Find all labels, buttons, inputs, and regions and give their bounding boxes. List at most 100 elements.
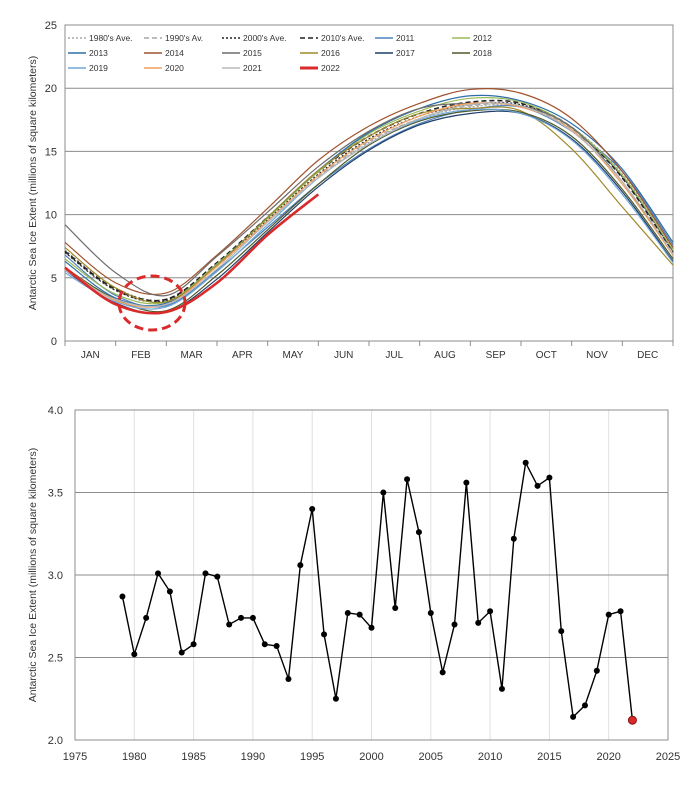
data-point-2022: [627, 715, 637, 725]
data-point-2012: [510, 535, 517, 542]
data-point-2005: [427, 609, 434, 616]
x-tick-label: JAN: [81, 350, 100, 361]
data-point-2003: [404, 476, 411, 483]
legend-label: 2015: [243, 48, 262, 58]
data-point-1999: [356, 611, 363, 618]
data-point-2017: [570, 713, 577, 720]
data-point-2018: [581, 702, 588, 709]
x-tick-label: SEP: [486, 350, 506, 361]
y-axis-label: Antarctic Sea Ice Extent (millions of sq…: [27, 56, 39, 310]
data-point-2015: [546, 474, 553, 481]
series-line: [121, 460, 634, 721]
data-point-1996: [321, 631, 328, 638]
y-tick-label: 4.0: [48, 405, 63, 417]
x-tick-label: APR: [232, 350, 253, 361]
data-point-2001: [380, 489, 387, 496]
x-tick-label: JUL: [385, 350, 403, 361]
x-tick-label: JUN: [334, 350, 353, 361]
data-point-1987: [214, 573, 221, 580]
data-point-2007: [451, 621, 458, 628]
data-point-2002: [392, 605, 399, 611]
x-tick-label: 2020: [596, 751, 620, 763]
data-point-2006: [439, 669, 446, 676]
legend-label: 2010's Ave.: [321, 33, 365, 43]
x-tick-label: 2015: [537, 751, 561, 763]
data-point-2010: [487, 608, 494, 615]
data-point-1991: [261, 641, 268, 648]
data-point-1981: [143, 614, 150, 621]
y-axis-label: Antarctic Sea Ice Extent (millions of sq…: [27, 448, 39, 702]
x-tick-label: 1995: [300, 751, 324, 763]
y-tick-label: 3.0: [48, 570, 63, 582]
series-line-2014: [64, 88, 674, 296]
legend-label: 2000's Ave.: [243, 33, 287, 43]
x-tick-label: MAR: [181, 350, 203, 361]
x-tick-label: 1980: [122, 751, 146, 763]
data-point-2020: [605, 611, 612, 618]
data-point-1984: [178, 649, 185, 656]
legend-label: 2019: [89, 63, 108, 73]
x-tick-label: DEC: [637, 350, 658, 361]
y-tick-label: 5: [51, 273, 57, 285]
plot-area: [74, 409, 669, 741]
y-tick-label: 2.5: [48, 653, 63, 665]
data-point-2016: [558, 628, 565, 635]
legend-label: 2017: [396, 48, 415, 58]
series-line-2016: [64, 106, 674, 304]
x-tick-label: 2025: [656, 751, 680, 763]
legend-label: 1980's Ave.: [89, 33, 133, 43]
x-tick-label: AUG: [434, 350, 456, 361]
data-point-2004: [415, 529, 422, 536]
data-point-1986: [202, 570, 209, 577]
series-line-2015: [64, 102, 674, 297]
y-tick-label: 3.5: [48, 488, 63, 500]
daily-extent-chart: 0 5 10 15 20 25 JAN FEB MAR APR MAY JUN JUL AUG SEP OCT…: [27, 20, 674, 361]
data-point-1979: [119, 593, 126, 600]
data-point-1994: [297, 562, 304, 569]
data-point-1985: [190, 641, 197, 648]
x-tick-label: MAY: [283, 350, 304, 361]
x-tick-label: OCT: [536, 350, 557, 361]
data-point-1990: [249, 614, 256, 621]
data-point-2013: [522, 459, 529, 466]
x-tick-label: 2005: [419, 751, 443, 763]
series-line-2022: [64, 193, 320, 315]
x-tick-label: NOV: [586, 350, 608, 361]
series-line-2013: [64, 94, 674, 307]
series-line-2021: [64, 102, 674, 308]
x-tick-label: 2000: [359, 751, 383, 763]
data-point-1982: [155, 570, 162, 577]
y-tick-label: 15: [45, 146, 57, 158]
legend-label: 2013: [89, 48, 108, 58]
data-point-2000: [368, 624, 375, 631]
x-tick-label: 2010: [478, 751, 502, 763]
x-tick-label: 1975: [63, 751, 87, 763]
legend-label: 2020: [165, 63, 184, 73]
legend-label: 2021: [243, 63, 262, 73]
x-tick-label: 1990: [241, 751, 265, 763]
data-point-2009: [475, 619, 482, 626]
data-point-1998: [344, 609, 351, 616]
y-tick-label: 25: [45, 20, 57, 32]
y-tick-label: 10: [45, 210, 57, 222]
data-point-2014: [534, 482, 541, 489]
y-tick-label: 0: [51, 336, 57, 348]
legend-label: 2014: [165, 48, 184, 58]
data-point-2011: [498, 685, 505, 692]
data-point-1993: [285, 675, 292, 682]
data-point-1989: [238, 614, 245, 621]
data-point-1983: [166, 588, 173, 595]
y-tick-label: 2.0: [48, 735, 63, 747]
data-point-1997: [332, 695, 339, 702]
legend-label: 2012: [473, 33, 492, 43]
data-point-1988: [226, 621, 233, 628]
data-point-2008: [463, 479, 470, 486]
legend-label: 2011: [396, 33, 415, 43]
data-point-1980: [131, 651, 138, 658]
legend-label: 2022: [321, 63, 340, 73]
data-point-2019: [593, 667, 600, 674]
data-point-1995: [309, 506, 316, 512]
annotation-circle: [117, 274, 187, 332]
data-point-2021: [617, 608, 624, 615]
